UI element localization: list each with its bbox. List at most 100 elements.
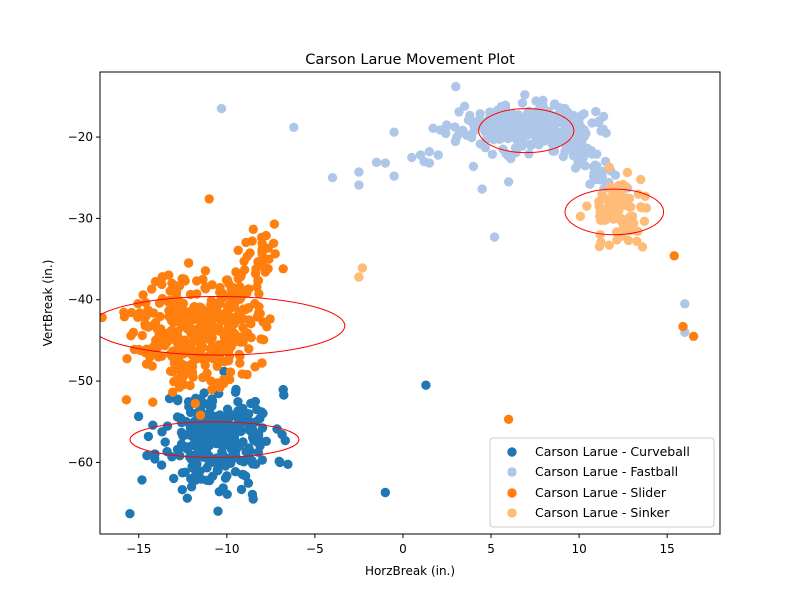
point-slider [250,269,261,279]
point-curveball [187,450,198,461]
point-fastball [571,113,582,123]
point-sinker [636,203,647,213]
y-axis-label: VertBreak (in.) [41,260,55,347]
point-fastball [450,122,460,132]
point-slider [190,398,200,409]
point-curveball [204,436,215,446]
point-slider [186,306,196,316]
point-slider [258,261,268,271]
point-sinker [608,190,618,200]
point-slider [216,316,226,326]
point-slider [122,354,132,364]
point-fastball [463,115,474,125]
point-curveball [137,475,147,485]
point-curveball [209,424,220,435]
point-curveball [218,483,228,493]
point-sinker [582,201,592,211]
point-slider [164,270,174,280]
point-slider [235,358,245,368]
point-slider [257,246,267,256]
point-slider [119,307,129,317]
point-fastball [380,158,390,168]
point-sinker [609,205,619,215]
point-curveball [275,457,285,468]
point-curveball [230,451,240,461]
point-curveball [283,459,293,469]
point-slider [200,266,211,276]
point-slider [157,293,168,304]
point-fastball [477,184,487,194]
point-fastball [389,171,399,181]
point-slider [215,282,225,293]
point-slider [157,279,167,290]
point-curveball [150,454,160,464]
point-curveball [180,467,190,477]
point-curveball [249,397,259,408]
x-tick-label: 10 [571,542,586,556]
point-fastball [531,109,541,120]
cluster-ellipse [129,421,300,459]
point-fastball [459,101,470,111]
point-slider [143,305,153,315]
point-slider [153,325,163,335]
point-curveball [192,459,202,469]
point-fastball [610,170,621,180]
point-fastball [592,149,602,159]
point-curveball [206,415,216,426]
legend-marker-curveball [507,447,517,457]
point-curveball [186,474,196,484]
point-slider [248,224,258,234]
legend-label-sinker: Carson Larue - Sinker [535,505,670,520]
point-curveball [246,425,257,436]
point-sinker [620,198,630,209]
point-slider [269,219,280,229]
legend-label-fastball: Carson Larue - Fastball [535,464,678,479]
point-slider [180,335,190,345]
x-tick-label: −5 [306,542,324,556]
x-axis: −15 −10 −5 0 5 10 15 [126,534,675,556]
legend-box [489,437,715,528]
point-slider [678,321,688,332]
point-fastball [485,107,495,117]
point-slider [133,312,143,322]
point-slider [140,319,150,329]
point-fastball [489,232,500,242]
point-curveball [261,436,271,446]
point-fastball [549,100,560,111]
point-fastball [534,140,544,150]
point-curveball [193,444,204,455]
point-slider [153,352,164,362]
point-fastball [526,139,536,150]
x-axis-label: HorzBreak (in.) [365,564,455,578]
point-slider [163,330,173,340]
point-curveball [245,446,255,456]
cluster-ellipse [478,108,575,154]
point-fastball [424,147,435,157]
point-slider [503,414,514,424]
point-fastball [550,129,561,139]
point-sinker [612,235,622,245]
point-curveball [239,470,249,480]
point-fastball [568,150,578,161]
point-curveball [213,506,223,516]
point-fastball [480,143,491,153]
point-curveball [239,416,250,427]
point-slider [178,366,188,376]
point-curveball [202,475,212,485]
point-curveball [238,403,248,414]
point-slider [121,395,132,405]
point-slider [204,194,214,204]
point-slider [141,344,152,354]
point-slider [257,358,267,368]
point-fastball [494,134,504,144]
point-slider [237,332,247,342]
legend-label-slider: Carson Larue - Slider [535,485,667,500]
point-sinker [354,272,364,282]
x-tick-label: 15 [660,542,675,556]
point-slider [148,397,158,407]
point-slider [256,334,266,344]
point-fastball [475,109,485,119]
legend-marker-fastball [507,467,517,477]
point-slider [221,275,232,285]
point-fastball [598,111,609,122]
